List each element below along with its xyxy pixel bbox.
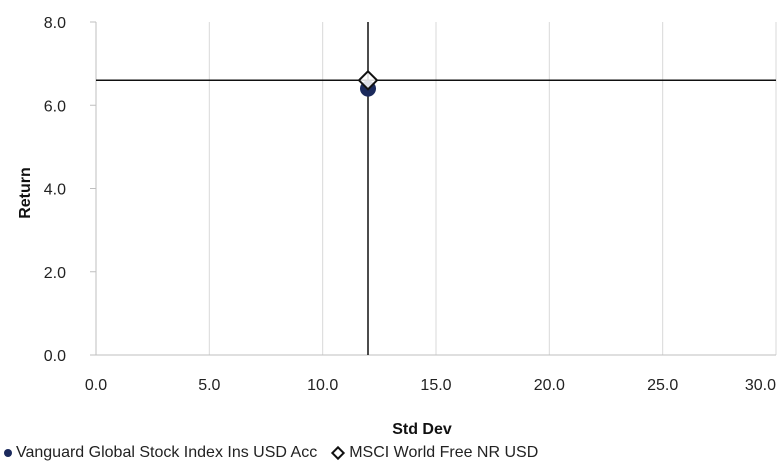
circle-marker-icon <box>4 449 12 457</box>
x-tick-label: 10.0 <box>307 377 338 394</box>
grid-lines <box>208 22 777 355</box>
x-tick-label: 0.0 <box>85 377 107 394</box>
axes <box>90 21 776 356</box>
diamond-marker-icon <box>331 445 346 461</box>
data-point-benchmark <box>357 69 379 91</box>
y-tick-labels: 0.0 2.0 4.0 6.0 8.0 <box>44 15 66 365</box>
x-tick-label: 20.0 <box>534 377 565 394</box>
y-tick-label: 6.0 <box>44 98 66 115</box>
x-tick-labels: 0.0 5.0 10.0 15.0 20.0 25.0 30.0 <box>85 377 776 394</box>
x-tick-label: 30.0 <box>745 377 776 394</box>
data-points <box>357 69 379 97</box>
legend-item-benchmark: MSCI World Free NR USD <box>331 444 538 462</box>
y-tick-label: 0.0 <box>44 348 66 365</box>
legend-item-fund: Vanguard Global Stock Index Ins USD Acc <box>4 444 317 462</box>
legend-label-fund: Vanguard Global Stock Index Ins USD Acc <box>16 444 318 461</box>
y-tick-label: 8.0 <box>44 15 66 32</box>
scatter-chart: 0.0 2.0 4.0 6.0 8.0 0.0 5.0 10.0 15.0 20.0 25.0 30… <box>17 15 777 438</box>
legend-label-benchmark: MSCI World Free NR USD <box>349 444 539 461</box>
y-tick-label: 4.0 <box>44 182 66 199</box>
y-axis-title: Return <box>17 167 34 219</box>
legend: Vanguard Global Stock Index Ins USD Acc … <box>4 444 552 462</box>
x-axis-title: Std Dev <box>392 421 452 438</box>
y-tick-label: 2.0 <box>44 265 66 282</box>
x-tick-label: 25.0 <box>647 377 678 394</box>
x-tick-label: 5.0 <box>198 377 220 394</box>
x-tick-label: 15.0 <box>420 377 451 394</box>
